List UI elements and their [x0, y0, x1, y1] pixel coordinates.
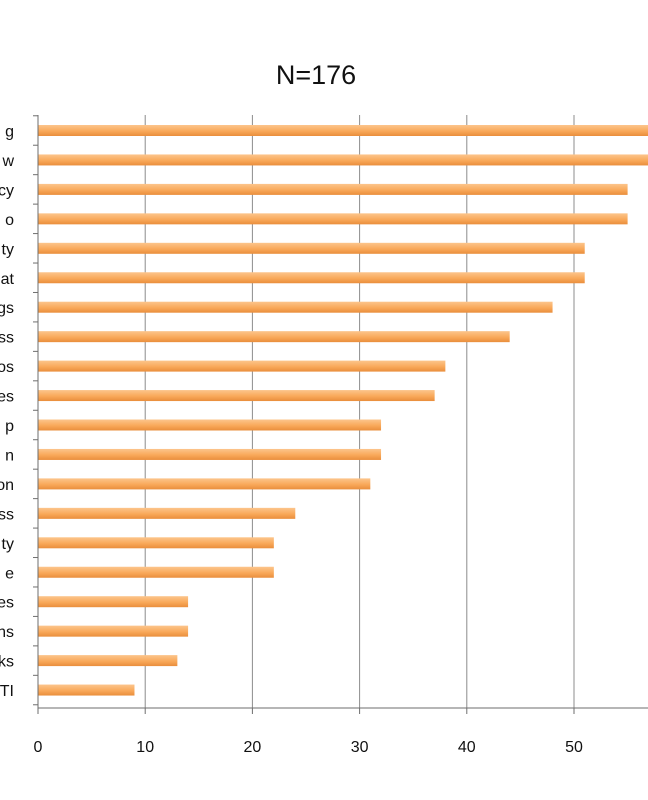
- bar-8: [38, 331, 510, 343]
- bar-10: [38, 390, 435, 402]
- bar-9: [38, 360, 446, 372]
- x-tick-label-0: 0: [34, 739, 43, 756]
- category-label-5: ty: [2, 241, 14, 258]
- category-labels: gw cy o ty at gs ss os es pn on ss ty e es ns ks TI: [0, 124, 15, 701]
- bar-14: [38, 507, 296, 519]
- x-tick-label-10: 10: [136, 739, 154, 756]
- category-label-10: es: [0, 389, 14, 406]
- category-label-11: p: [5, 418, 14, 435]
- x-tick-label-50: 50: [565, 739, 583, 756]
- category-label-2: w: [1, 153, 14, 170]
- axes: [33, 115, 648, 714]
- category-label-20: TI: [0, 683, 14, 700]
- bar-6: [38, 272, 585, 284]
- category-label-13: on: [0, 477, 14, 494]
- bar-2: [38, 154, 648, 166]
- bar-5: [38, 242, 585, 254]
- bar-17: [38, 596, 189, 608]
- x-tick-label-30: 30: [351, 739, 369, 756]
- chart-title: N=176: [276, 60, 356, 90]
- bar-12: [38, 448, 382, 460]
- grid-lines: [144, 115, 575, 708]
- category-label-9: os: [0, 359, 14, 376]
- category-label-16: e: [5, 565, 14, 582]
- category-label-18: ns: [0, 624, 14, 641]
- bar-19: [38, 655, 178, 667]
- category-label-8: ss: [0, 330, 14, 347]
- category-label-4: o: [5, 212, 14, 229]
- bar-20: [38, 684, 135, 696]
- bar-3: [38, 183, 628, 195]
- bar-18: [38, 625, 189, 637]
- x-tick-label-20: 20: [244, 739, 262, 756]
- bar-7: [38, 301, 553, 313]
- bar-15: [38, 537, 274, 549]
- bar-11: [38, 419, 382, 431]
- bars: [38, 125, 648, 696]
- x-tick-label-40: 40: [458, 739, 476, 756]
- category-label-12: n: [5, 447, 14, 464]
- bar-4: [38, 213, 628, 225]
- category-label-17: es: [0, 595, 14, 612]
- bar-1: [38, 125, 648, 136]
- bar-16: [38, 566, 274, 578]
- category-label-19: ks: [0, 654, 14, 671]
- category-label-7: gs: [0, 300, 14, 317]
- category-label-14: ss: [0, 506, 14, 523]
- category-label-1: g: [5, 124, 14, 141]
- x-tick-labels: 0 10 20 30 40 50: [34, 739, 583, 756]
- bar-13: [38, 478, 371, 490]
- category-label-6: at: [1, 271, 15, 288]
- category-label-15: ty: [2, 536, 14, 553]
- category-label-3: cy: [0, 182, 14, 199]
